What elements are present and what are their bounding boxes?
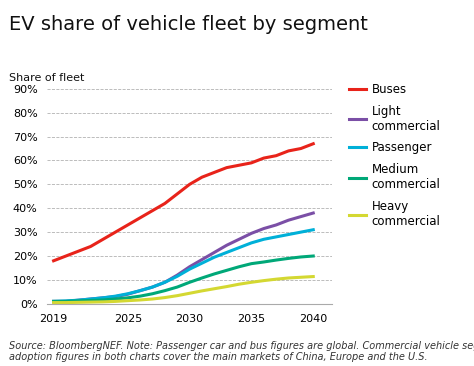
Legend: Buses, Light
commercial, Passenger, Medium
commercial, Heavy
commercial: Buses, Light commercial, Passenger, Medi…	[349, 83, 440, 228]
Text: Source: BloombergNEF. Note: Passenger car and bus figures are global. Commercial: Source: BloombergNEF. Note: Passenger ca…	[9, 341, 474, 362]
Text: EV share of vehicle fleet by segment: EV share of vehicle fleet by segment	[9, 15, 368, 34]
Text: Share of fleet: Share of fleet	[9, 73, 85, 83]
